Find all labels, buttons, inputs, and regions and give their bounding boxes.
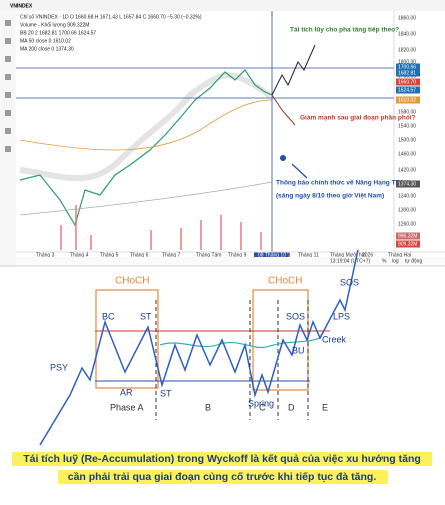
time-label: 08 Tháng 10 '25 — [258, 252, 294, 258]
wyckoff-label: PSY — [50, 362, 68, 372]
wyckoff-label: SOS — [286, 311, 305, 321]
price-label: 1840.00 — [398, 31, 416, 37]
down-path — [271, 94, 296, 126]
price-tag — [396, 63, 420, 71]
price-label: 1610.02 — [398, 97, 416, 103]
time-label: Tháng 3 — [36, 252, 55, 258]
price-tag — [396, 96, 420, 104]
annotation-news-date: (sáng ngày 8/10 theo giờ Việt Nam) — [276, 193, 384, 200]
price-tag — [396, 86, 420, 94]
time-label: Tháng Hai — [388, 252, 411, 258]
price-label: 1340.00 — [398, 193, 416, 199]
price-label: 1460.00 — [398, 151, 416, 157]
price-tag — [396, 78, 420, 86]
price-axis: 1860.001840.001820.001800.001780.001700.… — [396, 15, 420, 248]
caption: Tái tích luỹ (Re-Accumulation) trong Wyc… — [23, 453, 421, 465]
legend-name: Chỉ số VNINDEX · 1D — [20, 13, 69, 20]
price-label: 1260.00 — [398, 221, 416, 227]
wyckoff-diagram: CHoCH CHoCH PSYBCARSTSTSpringSOSBUCreekL… — [39, 249, 359, 446]
time-label: Tháng 5 — [100, 252, 119, 258]
wyckoff-label: ST — [160, 388, 172, 398]
wyckoff-label: SOS — [340, 277, 359, 287]
wyckoff-label: ST — [140, 311, 152, 321]
symbol[interactable]: VNINDEX — [10, 3, 33, 9]
phase-label: C — [259, 402, 266, 412]
phase-label: D — [288, 402, 295, 412]
price-label: 1374.30 — [398, 181, 416, 187]
price-label: 1800.00 — [398, 59, 416, 65]
side-toolbar — [0, 11, 16, 265]
legend-ma200: MA 200 close 0 1374.30 — [20, 46, 74, 52]
volume-bars — [60, 205, 262, 250]
time-label: Tháng 11 — [298, 252, 319, 258]
ma50 — [19, 99, 273, 151]
legend-ohlc: O 1660.68 H 1671.43 L 1657.84 C 1660.70 … — [70, 14, 202, 20]
caption: cần phải trải qua giai đoạn củng cố trướ… — [68, 471, 377, 483]
wyckoff-label: Spring — [248, 398, 274, 408]
price-label: 1860.00 — [398, 15, 416, 21]
price-label: 996.32M — [398, 233, 417, 239]
phase-label: Phase A — [110, 402, 144, 412]
price-tag — [396, 69, 420, 77]
legend-volume: Volume - Khối lượng 909.322M — [20, 22, 89, 28]
ma200 — [19, 181, 273, 216]
price-label: 909.32M — [398, 241, 417, 247]
price-tag — [396, 240, 420, 248]
time-label: Tháng 7 — [162, 252, 181, 258]
price-label: 1500.00 — [398, 137, 416, 143]
auto-toggle[interactable]: tự động — [405, 258, 422, 264]
time-label: 2026 — [362, 252, 373, 258]
time-label: Tháng Mười hai — [330, 252, 366, 258]
date-tag — [254, 252, 290, 258]
price-tag — [396, 232, 420, 240]
percent-toggle[interactable]: % — [382, 258, 387, 264]
clock: 13:19:04 (UTC+7) — [330, 258, 370, 264]
time-label: Tháng 6 — [130, 252, 149, 258]
bollinger-band — [19, 72, 272, 182]
choch-label: CHoCH — [268, 276, 302, 287]
price-tag — [396, 180, 420, 188]
wyckoff-label: LPS — [333, 311, 350, 321]
time-axis: Tháng 3 Tháng 4 Tháng 5 Tháng 6 Tháng 7 Tháng… — [36, 252, 411, 258]
legend-ma50: MA 50 close 0 1610.02 — [20, 38, 71, 44]
time-label: Tháng 9 — [228, 252, 247, 258]
price-label: 1580.00 — [398, 109, 416, 115]
wyckoff-label: Creek — [322, 334, 347, 344]
legend: Chỉ số VNINDEX · 1D O 1660.68 H 1671.43 … — [20, 13, 202, 52]
wyckoff-label: BU — [292, 345, 305, 355]
legend-bb: BB 20 2 1682.81 1700.66 1624.57 — [20, 30, 96, 36]
up-path — [271, 44, 316, 96]
annotation-down: Giảm mạnh sau giai đoạn phân phối? — [300, 114, 416, 122]
price-label: 1682.81 — [398, 70, 416, 76]
toolbar — [0, 0, 445, 11]
price-label: 1820.00 — [398, 47, 416, 53]
tool-icons — [5, 20, 11, 152]
log-toggle[interactable]: log — [392, 258, 399, 264]
price-label: 1624.57 — [398, 87, 416, 93]
price-label: 1540.00 — [398, 123, 416, 129]
time-label: Tháng Tám — [196, 252, 221, 258]
choch-label: CHoCH — [115, 276, 149, 287]
annotation-up: Tái tích lũy cho pha tăng tiếp theo? — [290, 26, 399, 34]
wyckoff-label: AR — [120, 387, 133, 397]
price-label: 1660.70 — [398, 79, 416, 85]
price-label: 1300.00 — [398, 207, 416, 213]
phase-label: E — [322, 402, 328, 412]
price-label: 1700.66 — [398, 64, 416, 70]
price-label: 1420.00 — [398, 167, 416, 173]
annotation-news: Thông báo chính thức về Nâng Hạng TTCK — [276, 178, 409, 187]
phase-label: B — [205, 402, 211, 412]
wyckoff-label: BC — [102, 311, 115, 321]
time-label: Tháng 4 — [70, 252, 89, 258]
